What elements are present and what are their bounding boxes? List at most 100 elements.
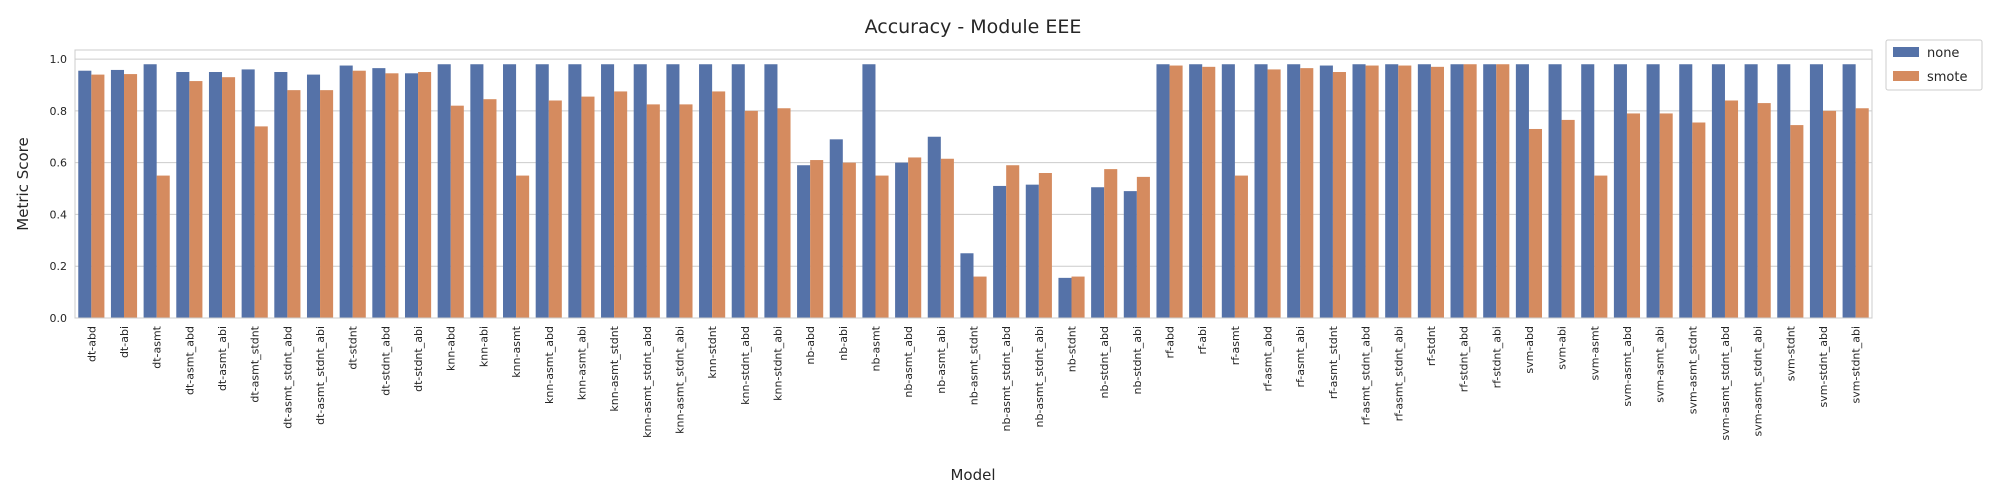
bar-smote-knn-asmt_stdnt <box>614 91 628 319</box>
bar-smote-knn-stdnt_abi <box>777 108 791 318</box>
x-tick-label: dt-asmt_stdnt <box>249 325 262 402</box>
bar-none-dt-stdnt_abi <box>404 73 419 318</box>
legend-label-none: none <box>1927 46 1959 61</box>
bar-smote-rf-asmt_stdnt_abd <box>1365 65 1379 318</box>
bar-smote-knn-stdnt_abd <box>744 110 758 318</box>
x-tick-label: rf-abd <box>1164 326 1177 358</box>
x-tick-label: svm-stdnt_abi <box>1850 326 1863 404</box>
x-tick-label: knn-asmt_abi <box>575 326 588 400</box>
x-tick-label: nb-asmt_stdnt_abd <box>1000 326 1013 431</box>
x-tick-label: dt-stdnt_abi <box>412 326 425 392</box>
bar-smote-rf-stdnt <box>1430 66 1444 318</box>
bar-none-dt-asmt_abi <box>208 72 223 318</box>
bar-none-rf-asmt <box>1221 64 1235 319</box>
legend-label-smote: smote <box>1927 70 1968 85</box>
bar-none-rf-stdnt_abi <box>1483 64 1497 319</box>
bar-smote-dt-abi <box>124 74 138 318</box>
y-ticks: 0.0 0.2 0.4 0.6 0.8 1.0 <box>50 53 68 325</box>
x-tick-label: dt-asmt <box>151 325 164 368</box>
bar-smote-nb-asmt <box>875 175 889 318</box>
x-tick-label: svm-asmt_stdnt_abi <box>1752 326 1765 437</box>
bar-none-svm-asmt_stdnt_abd <box>1711 64 1725 319</box>
bar-smote-rf-asmt_abd <box>1267 69 1281 318</box>
bar-smote-dt-stdnt <box>352 70 366 319</box>
x-tick-label: rf-abi <box>1196 326 1209 355</box>
bar-none-dt-asmt <box>143 64 157 319</box>
x-tick-label: rf-stdnt_abd <box>1458 326 1471 392</box>
x-tick-label: dt-stdnt_abd <box>379 326 392 396</box>
bar-none-nb-asmt_abi <box>927 136 941 318</box>
bar-none-knn-abi <box>470 64 484 319</box>
y-tick-label: 0.0 <box>50 312 68 325</box>
bar-smote-rf-asmt <box>1234 175 1248 318</box>
bar-none-svm-asmt_stdnt <box>1679 64 1693 319</box>
bar-smote-knn-asmt <box>516 175 530 318</box>
x-tick-label: knn-asmt_abd <box>543 326 556 404</box>
bar-none-rf-asmt_stdnt <box>1319 65 1333 318</box>
bar-none-knn-stdnt_abd <box>731 64 745 319</box>
x-tick-label: rf-asmt <box>1229 325 1242 365</box>
bar-smote-dt-asmt_stdnt_abd <box>287 90 301 318</box>
bar-smote-nb-asmt_abi <box>940 158 954 318</box>
x-tick-label: knn-stdnt_abi <box>771 326 784 401</box>
bar-none-nb-stdnt <box>1058 277 1072 318</box>
x-tick-label: dt-abi <box>118 326 131 358</box>
bar-none-nb-abd <box>797 165 811 318</box>
bar-smote-svm-abd <box>1528 128 1543 318</box>
x-tick-label: knn-stdnt_abd <box>739 326 752 405</box>
bar-smote-rf-stdnt_abd <box>1463 64 1477 319</box>
bar-none-svm-asmt_abi <box>1646 64 1660 319</box>
bar-none-svm-asmt_abd <box>1613 64 1627 319</box>
bar-smote-rf-asmt_abi <box>1300 68 1314 318</box>
bar-none-rf-stdnt_abd <box>1450 64 1464 319</box>
y-axis-label: Metric Score <box>14 137 32 230</box>
legend-swatch-none <box>1893 47 1919 57</box>
x-tick-label: svm-asmt_abi <box>1654 326 1667 403</box>
bar-none-nb-asmt_abd <box>895 162 909 318</box>
bar-smote-dt-asmt_stdnt <box>254 126 268 318</box>
bar-smote-nb-abd <box>810 160 824 318</box>
bar-none-svm-stdnt_abd <box>1809 64 1823 319</box>
bar-none-nb-asmt_stdnt_abd <box>993 185 1007 318</box>
bar-none-knn-asmt_abd <box>535 64 549 319</box>
x-tick-label: nb-stdnt <box>1066 325 1079 372</box>
bar-smote-knn-abi <box>483 99 497 318</box>
bar-smote-svm-stdnt_abd <box>1822 110 1837 318</box>
bar-smote-nb-asmt_stdnt_abi <box>1038 173 1052 318</box>
bar-none-knn-abd <box>437 64 451 319</box>
x-tick-label: svm-asmt <box>1588 325 1601 380</box>
y-tick-label: 1.0 <box>50 53 68 66</box>
plot-frame <box>74 49 1873 319</box>
bar-smote-knn-abd <box>450 105 464 318</box>
bar-smote-dt-stdnt_abd <box>385 73 399 318</box>
bar-smote-knn-asmt_stdnt_abd <box>646 104 660 318</box>
bar-smote-dt-abd <box>91 74 105 318</box>
bar-none-knn-asmt_stdnt_abi <box>666 64 680 319</box>
x-tick-label: rf-asmt_stdnt <box>1327 325 1340 399</box>
bar-smote-nb-stdnt <box>1071 276 1085 318</box>
x-tick-label: svm-abd <box>1523 326 1536 374</box>
bar-smote-svm-stdnt_abi <box>1855 108 1869 318</box>
bar-smote-nb-asmt_stdnt_abd <box>1006 165 1020 318</box>
bar-none-rf-asmt_stdnt_abd <box>1352 64 1366 319</box>
bar-none-svm-stdnt <box>1777 64 1791 319</box>
x-tick-label: nb-asmt_abd <box>902 326 915 398</box>
x-tick-label: knn-asmt_stdnt_abd <box>641 326 654 438</box>
bar-smote-svm-asmt_abd <box>1626 113 1641 318</box>
bar-smote-knn-asmt_stdnt_abi <box>679 104 693 318</box>
bar-smote-svm-asmt <box>1594 175 1608 318</box>
bars <box>78 64 1869 319</box>
bar-none-dt-abd <box>78 70 92 319</box>
y-tick-label: 0.8 <box>50 105 68 118</box>
x-tick-label: knn-stdnt <box>706 325 719 378</box>
bar-smote-nb-asmt_stdnt <box>973 276 987 318</box>
x-tick-label: svm-stdnt_abd <box>1817 326 1830 407</box>
x-tick-label: dt-stdnt <box>347 325 360 369</box>
bar-none-nb-stdnt_abi <box>1123 191 1137 318</box>
bar-smote-rf-stdnt_abi <box>1496 64 1510 319</box>
bar-smote-svm-asmt_stdnt_abi <box>1757 103 1771 318</box>
bar-smote-nb-asmt_abd <box>908 157 922 318</box>
bar-none-rf-abd <box>1156 64 1170 319</box>
bar-smote-rf-asmt_stdnt <box>1332 72 1346 318</box>
